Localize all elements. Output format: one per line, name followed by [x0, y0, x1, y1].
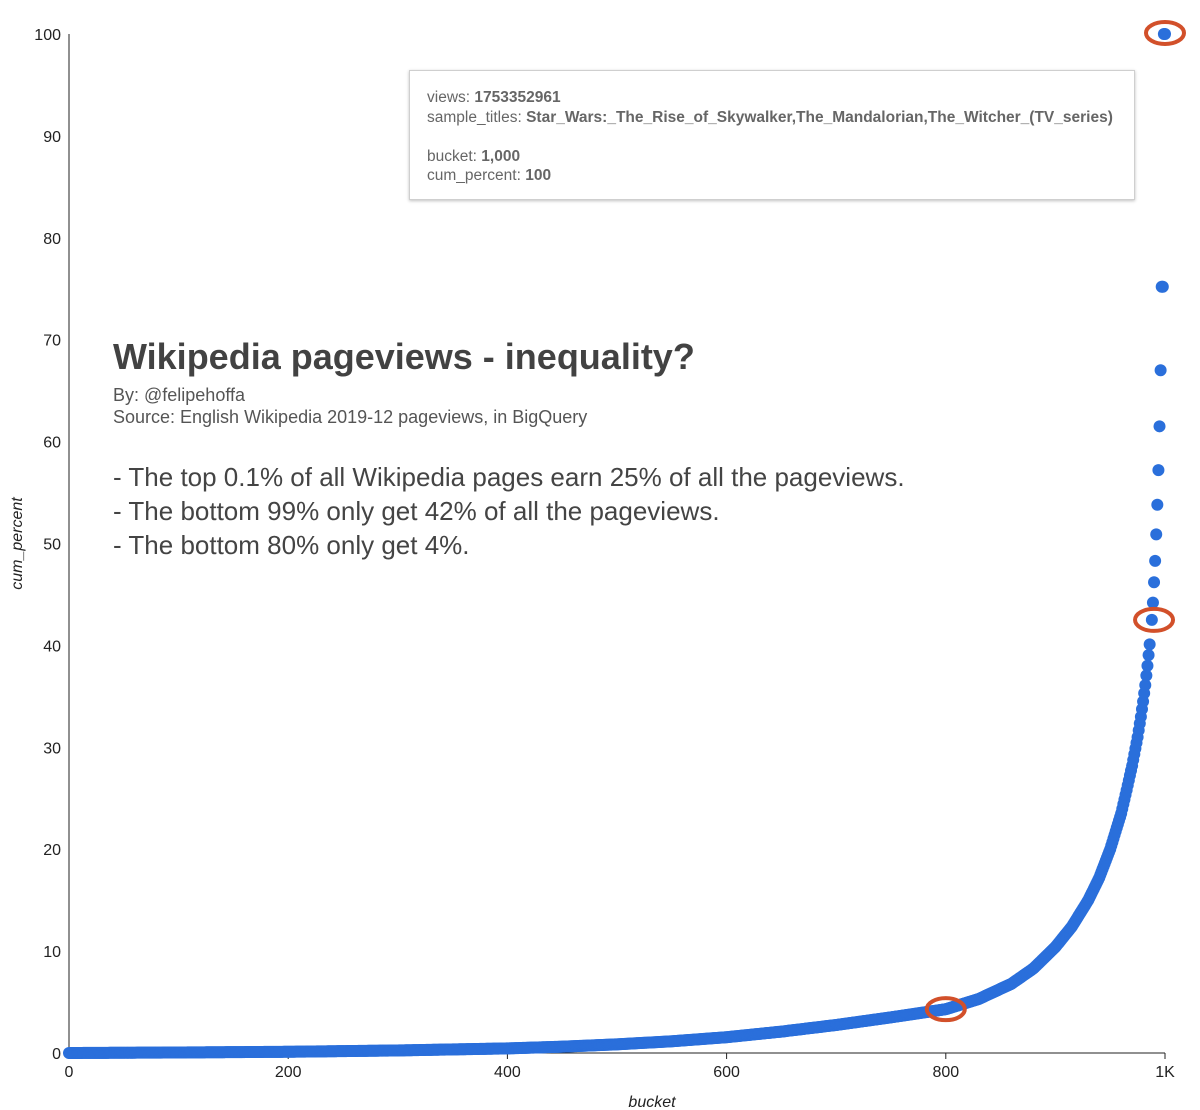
data-point[interactable]: [1154, 364, 1167, 377]
note-bottom-99: - The bottom 99% only get 42% of all the…: [113, 496, 720, 526]
x-tick-label: 200: [275, 1064, 302, 1081]
tooltip-bucket-row: bucket: 1,000: [427, 147, 1117, 167]
data-point[interactable]: [1149, 554, 1162, 567]
data-tooltip: views: 1753352961 sample_titles: Star_Wa…: [409, 70, 1135, 200]
data-point[interactable]: [1140, 669, 1153, 682]
note-top: - The top 0.1% of all Wikipedia pages ea…: [113, 462, 905, 492]
x-tick-label: 600: [713, 1064, 740, 1081]
highlight-ring: [1144, 20, 1186, 46]
x-tick-label: 800: [932, 1064, 959, 1081]
tooltip-views-value: 1753352961: [474, 89, 561, 106]
y-tick-label: 80: [43, 231, 61, 248]
tooltip-titles-value: Star_Wars:_The_Rise_of_Skywalker,The_Man…: [526, 108, 1113, 126]
y-tick-label: 60: [43, 435, 61, 452]
x-axis-title: bucket: [628, 1094, 676, 1110]
data-point[interactable]: [1141, 659, 1154, 672]
data-point[interactable]: [1143, 638, 1156, 651]
x-tick-label: 0: [65, 1064, 74, 1081]
y-tick-label: 70: [43, 333, 61, 350]
data-point[interactable]: [1139, 679, 1152, 692]
tooltip-views-label: views:: [427, 89, 471, 106]
data-point[interactable]: [1159, 28, 1171, 40]
note-bottom-80: - The bottom 80% only get 4%.: [113, 530, 470, 560]
tooltip-bucket-value: 1,000: [481, 147, 521, 165]
y-tick-label: 30: [43, 740, 61, 757]
y-tick-label: 10: [43, 944, 61, 961]
data-point[interactable]: [1148, 576, 1161, 589]
tooltip-views-row: views: 1753352961: [427, 88, 1117, 108]
chart-byline: By: @felipehoffa: [113, 385, 246, 405]
chart-title: Wikipedia pageviews - inequality?: [113, 336, 695, 377]
tooltip-bucket-label: bucket:: [427, 147, 477, 165]
y-tick-label: 50: [43, 537, 61, 554]
data-point[interactable]: [1146, 596, 1159, 609]
y-axis-title: cum_percent: [9, 497, 26, 590]
highlight-ring: [1133, 606, 1176, 633]
x-tick-label: 1K: [1155, 1064, 1175, 1081]
tooltip-cum-label: cum_percent:: [427, 167, 521, 184]
tooltip-titles-row: sample_titles: Star_Wars:_The_Rise_of_Sk…: [427, 108, 1117, 128]
data-point[interactable]: [1150, 528, 1163, 541]
data-point[interactable]: [1142, 649, 1155, 662]
tooltip-cum-row: cum_percent: 100: [427, 166, 1117, 186]
x-tick-label: 400: [494, 1064, 521, 1081]
y-tick-label: 90: [43, 129, 61, 146]
chart-source: Source: English Wikipedia 2019-12 pagevi…: [113, 407, 588, 427]
tooltip-cum-value: 100: [525, 167, 552, 184]
y-tick-label: 20: [43, 842, 61, 859]
y-tick-label: 0: [52, 1046, 61, 1063]
data-point[interactable]: [1145, 613, 1158, 626]
tooltip-titles-label: sample_titles:: [427, 108, 522, 126]
y-tick-label: 100: [34, 27, 61, 44]
highlight-ring: [924, 996, 967, 1023]
data-point[interactable]: [1152, 464, 1165, 477]
data-point[interactable]: [1151, 498, 1164, 511]
data-point[interactable]: [1156, 280, 1169, 293]
data-point[interactable]: [1153, 420, 1166, 433]
y-tick-label: 40: [43, 638, 61, 655]
